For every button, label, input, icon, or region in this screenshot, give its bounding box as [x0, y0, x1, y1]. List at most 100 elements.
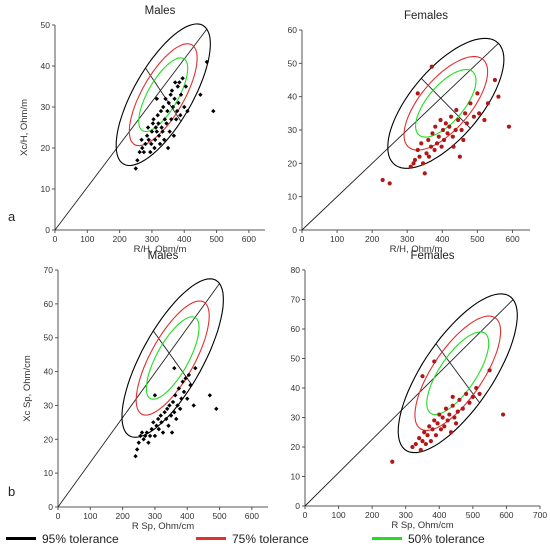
data-point [496, 94, 501, 99]
y-tick-label: 50 [291, 354, 301, 364]
y-axis-label: Xc/H, Ohm/m [19, 99, 30, 156]
data-point [144, 133, 150, 138]
data-point [380, 177, 385, 183]
legend-item-95: 95% tolerance [6, 532, 119, 546]
x-tick-label: 500 [209, 234, 223, 244]
data-point [152, 393, 158, 398]
data-point [442, 424, 447, 429]
data-point [179, 396, 184, 401]
data-point [171, 133, 177, 138]
data-point [134, 447, 140, 452]
data-point [174, 108, 180, 114]
data-point [164, 121, 169, 126]
data-point [165, 108, 170, 114]
data-point [454, 107, 459, 113]
data-point [161, 104, 166, 110]
data-point [408, 164, 413, 169]
data-point [435, 421, 440, 426]
chart-title: Males [148, 250, 179, 262]
ellipse-95 [115, 23, 211, 167]
x-tick-label: 600 [245, 511, 259, 521]
y-tick-label: 60 [291, 324, 301, 334]
chart-panel-4: 0 100 200 300 400 500 600 700 0 10 20 30 40 50 60 70 80 F… [291, 250, 548, 531]
chart-panel-1: 0 100 200 300 400 500 600 0 10 20 30 40 50 Males R/H, … [19, 5, 265, 255]
data-point [471, 114, 476, 119]
data-point [167, 403, 172, 408]
x-tick-label: 300 [399, 510, 413, 520]
data-point [152, 433, 158, 439]
data-point [183, 376, 188, 381]
data-point [440, 127, 446, 133]
data-point [164, 416, 169, 422]
data-point [441, 137, 447, 143]
data-point [153, 125, 158, 130]
data-point [172, 96, 177, 101]
data-point [451, 144, 456, 149]
ellipse-50 [415, 69, 477, 138]
y-tick-label: 30 [288, 125, 298, 135]
data-point [468, 101, 473, 106]
data-point [155, 416, 161, 422]
data-point [146, 440, 151, 445]
data-point [154, 129, 159, 134]
y-tick-label: 30 [291, 413, 301, 423]
data-point [149, 141, 154, 147]
legend-swatch-75 [196, 537, 226, 541]
data-point [148, 149, 153, 155]
y-tick-label: 50 [41, 20, 51, 30]
data-point [186, 372, 192, 378]
data-point [474, 385, 479, 391]
data-point [149, 129, 155, 134]
data-point [154, 96, 159, 101]
data-point [430, 427, 435, 432]
reference-line [301, 43, 499, 231]
data-point [426, 137, 431, 143]
data-point [139, 430, 145, 435]
data-point [506, 124, 512, 129]
x-tick-label: 100 [331, 510, 345, 520]
x-tick-label: 500 [466, 510, 480, 520]
y-tick-label: 20 [44, 434, 54, 444]
data-point [432, 418, 437, 423]
data-point [455, 117, 461, 123]
x-tick-label: 500 [470, 234, 484, 244]
data-point [162, 410, 167, 415]
data-point [429, 64, 434, 69]
data-point [145, 125, 151, 130]
data-point [417, 436, 422, 441]
data-point [169, 88, 175, 93]
data-point [438, 117, 443, 123]
x-tick-label: 0 [56, 511, 61, 521]
data-point [410, 444, 415, 450]
data-point [135, 158, 140, 163]
chart-title: Females [410, 250, 454, 262]
data-point [156, 133, 162, 138]
legend-swatch-50 [372, 537, 402, 541]
data-point [163, 96, 168, 101]
y-tick-label: 70 [44, 265, 54, 275]
data-point [470, 394, 475, 399]
data-point [475, 91, 480, 96]
data-point [138, 433, 143, 439]
data-point [149, 426, 154, 432]
y-tick-label: 50 [44, 333, 54, 343]
data-point [150, 121, 156, 126]
data-point [172, 365, 177, 371]
data-point [411, 161, 416, 166]
data-point [170, 104, 176, 110]
data-point [191, 403, 196, 408]
x-tick-label: 200 [365, 234, 379, 244]
data-point [169, 117, 174, 122]
data-point [170, 399, 176, 405]
data-point [477, 111, 482, 116]
y-tick-label: 20 [288, 158, 298, 168]
x-tick-label: 100 [330, 234, 344, 244]
y-tick-label: 10 [291, 472, 301, 482]
data-point [500, 412, 506, 417]
data-point [185, 108, 190, 114]
x-tick-label: 100 [80, 234, 94, 244]
data-point [140, 145, 145, 151]
x-axis-label: R/H, Ohm/m [390, 244, 443, 255]
data-point [422, 171, 427, 176]
y-tick-label: 0 [295, 501, 300, 511]
